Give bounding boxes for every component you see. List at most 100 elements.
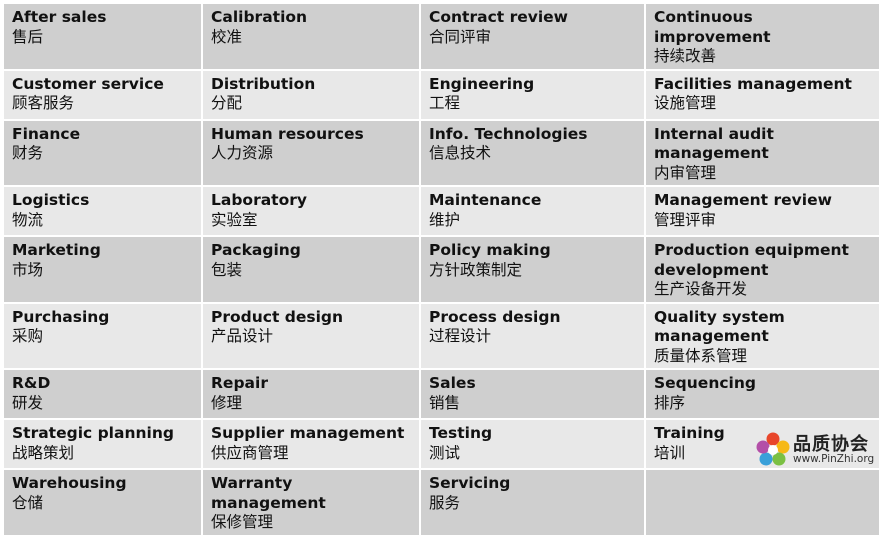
cell-chinese: 保修管理 xyxy=(211,513,274,531)
table-cell: Laboratory 实验室 xyxy=(203,187,419,235)
table-cell: R&D 研发 xyxy=(4,370,201,418)
table-cell: Supplier management 供应商管理 xyxy=(203,420,419,468)
logo-url: www.PinZhi.org xyxy=(793,453,875,465)
cell-english: Customer service xyxy=(12,74,164,93)
table-cell: Quality system management 质量体系管理 xyxy=(646,303,879,368)
table-cell: Management review 管理评审 xyxy=(646,187,879,235)
cell-chinese: 采购 xyxy=(12,327,44,345)
cell-chinese: 内审管理 xyxy=(654,163,717,182)
table-cell: Customer service 顾客服务 xyxy=(4,70,201,119)
cell-english: Training xyxy=(654,424,725,442)
table-cell: Facilities management 设施管理 xyxy=(646,70,879,119)
cell-chinese: 物流 xyxy=(12,210,44,229)
table-cell: Finance 财务 xyxy=(4,120,201,185)
cell-english: Calibration xyxy=(211,8,308,26)
table-cell: Info. Technologies 信息技术 xyxy=(421,120,644,185)
cell-english: Strategic planning xyxy=(12,424,174,442)
cell-chinese: 包装 xyxy=(211,260,243,279)
cell-chinese: 产品设计 xyxy=(211,327,274,345)
cell-chinese: 仓储 xyxy=(12,493,44,512)
flower-logo-icon xyxy=(756,432,790,466)
table-cell: Distribution 分配 xyxy=(203,70,419,119)
cell-chinese: 供应商管理 xyxy=(211,443,289,462)
cell-chinese: 生产设备开发 xyxy=(654,280,748,298)
cell-english: Policy making xyxy=(429,241,551,259)
table-row: Strategic planning 战略策划 Supplier manageme… xyxy=(4,420,879,468)
cell-english: Internal audit management xyxy=(654,124,774,163)
cell-chinese: 市场 xyxy=(12,260,44,279)
table-cell: Logistics 物流 xyxy=(4,187,201,235)
table-row: Warehousing 仓储 Warranty management 保修管理 Se… xyxy=(4,470,879,535)
table-cell: Marketing 市场 xyxy=(4,237,201,302)
cell-chinese: 管理评审 xyxy=(654,210,717,229)
cell-chinese: 设施管理 xyxy=(654,94,717,112)
table-row: Finance 财务 Human resources 人力资源 Info. Tech… xyxy=(4,120,879,185)
table-cell: Warehousing 仓储 xyxy=(4,470,201,535)
cell-chinese: 质量体系管理 xyxy=(654,346,748,365)
cell-english: Human resources xyxy=(211,124,364,143)
table-cell: Strategic planning 战略策划 xyxy=(4,420,201,468)
cell-english: Quality system management xyxy=(654,307,785,346)
cell-chinese: 信息技术 xyxy=(429,144,492,162)
cell-english: Repair xyxy=(211,374,268,392)
cell-english: Packaging xyxy=(211,241,301,259)
table-cell: Warranty management 保修管理 xyxy=(203,470,419,535)
cell-chinese: 服务 xyxy=(429,493,461,512)
table-cell: Production equipment development 生产设备开发 xyxy=(646,237,879,302)
cell-english: Engineering xyxy=(429,74,535,93)
table-row: Customer service 顾客服务 Distribution 分配 Engi… xyxy=(4,70,879,119)
table-cell: Sales 销售 xyxy=(421,370,644,418)
cell-chinese: 工程 xyxy=(429,94,461,112)
cell-chinese: 测试 xyxy=(429,443,461,462)
cell-english: Purchasing xyxy=(12,307,110,326)
table-cell: Process design 过程设计 xyxy=(421,303,644,368)
cell-chinese: 顾客服务 xyxy=(12,94,75,112)
table-cell: Repair 修理 xyxy=(203,370,419,418)
table-cell: Purchasing 采购 xyxy=(4,303,201,368)
cell-english: Process design xyxy=(429,307,561,326)
table-cell: Maintenance 维护 xyxy=(421,187,644,235)
cell-english: R&D xyxy=(12,374,51,392)
cell-english: Testing xyxy=(429,424,493,442)
table-cell: After sales 售后 xyxy=(4,4,201,69)
cell-chinese: 战略策划 xyxy=(12,443,75,462)
cell-chinese: 方针政策制定 xyxy=(429,260,523,279)
cell-chinese: 校准 xyxy=(211,27,243,46)
table-cell: Sequencing 排序 xyxy=(646,370,879,418)
cell-english: Continuous improvement xyxy=(654,8,771,46)
cell-chinese: 培训 xyxy=(654,443,686,462)
cell-english: Sequencing xyxy=(654,374,756,392)
table-cell: Internal audit management 内审管理 xyxy=(646,120,879,185)
cell-chinese: 人力资源 xyxy=(211,144,274,162)
cell-chinese: 财务 xyxy=(12,144,44,162)
cell-chinese: 持续改善 xyxy=(654,47,717,65)
table-row: Purchasing 采购 Product design 产品设计 Process … xyxy=(4,303,879,368)
cell-english: Distribution xyxy=(211,74,316,93)
cell-english: Laboratory xyxy=(211,191,307,209)
cell-english: Sales xyxy=(429,374,476,392)
cell-english: Marketing xyxy=(12,241,101,259)
cell-chinese: 过程设计 xyxy=(429,327,492,345)
cell-chinese: 分配 xyxy=(211,94,243,112)
cell-english: Production equipment development xyxy=(654,241,849,279)
logo-name: 品质协会 xyxy=(793,434,869,455)
pinzhi-logo: 品质协会 www.PinZhi.org xyxy=(753,429,875,471)
cell-english: Management review xyxy=(654,191,832,209)
table-cell: Calibration 校准 xyxy=(203,4,419,69)
cell-chinese: 修理 xyxy=(211,393,243,412)
table-row: After sales 售后 Calibration 校准 Contract rev… xyxy=(4,4,879,69)
cell-english: Info. Technologies xyxy=(429,124,588,143)
table-cell: Engineering 工程 xyxy=(421,70,644,119)
table-row: R&D 研发 Repair 修理 Sales 销售 Sequencing 排序 xyxy=(4,370,879,418)
table-row: Logistics 物流 Laboratory 实验室 Maintenance 维护 … xyxy=(4,187,879,235)
cell-chinese: 排序 xyxy=(654,393,686,412)
cell-chinese: 合同评审 xyxy=(429,27,492,46)
cell-english: Maintenance xyxy=(429,191,542,209)
table-cell: Contract review 合同评审 xyxy=(421,4,644,69)
cell-chinese: 维护 xyxy=(429,210,461,229)
table-cell: Packaging 包装 xyxy=(203,237,419,302)
cell-english: After sales xyxy=(12,8,107,26)
table-cell: Servicing 服务 xyxy=(421,470,644,535)
empty-cell xyxy=(646,470,879,535)
